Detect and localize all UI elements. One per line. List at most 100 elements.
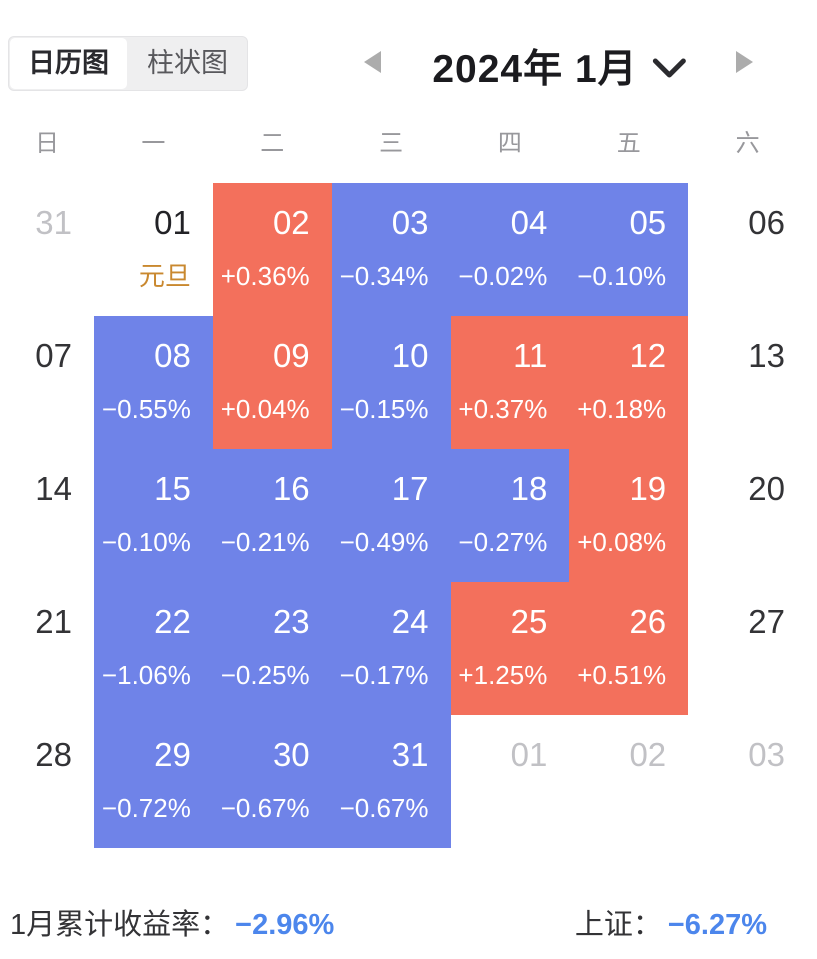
- calendar-cell-15: 15 −0.10%: [94, 449, 213, 582]
- calendar-cell-05: 05 −0.10%: [569, 183, 689, 316]
- calendar-cell-02: 02: [569, 715, 688, 848]
- cell-date: 01: [510, 736, 548, 773]
- cell-return-value: +0.18%: [577, 394, 667, 424]
- cell-date: 22: [154, 603, 191, 640]
- cell-date: 06: [748, 204, 785, 241]
- weekday-header: 日一二三四五六: [0, 129, 807, 159]
- calendar-cell-03: 03 −0.34%: [331, 183, 451, 316]
- calendar-cell-03: 03: [688, 715, 807, 848]
- cell-date: 25: [510, 603, 548, 640]
- cell-return-value: −0.21%: [220, 527, 310, 557]
- cell-empty-value: [0, 660, 94, 691]
- cell-return-value: −0.49%: [339, 527, 429, 557]
- cell-date: 30: [272, 736, 310, 773]
- calendar-cell-31: 31 −0.67%: [331, 715, 451, 848]
- calendar-cell-10: 10 −0.15%: [331, 316, 451, 449]
- cell-date: 02: [629, 736, 667, 773]
- weekday-label: 五: [616, 130, 641, 157]
- month-picker[interactable]: 2024年 1月: [432, 38, 687, 94]
- cell-return-value: −0.34%: [339, 261, 429, 291]
- cell-date: 20: [748, 470, 785, 507]
- weekday-label: 四: [497, 130, 522, 157]
- cell-return-value: −0.55%: [101, 394, 191, 424]
- calendar-cell-08: 08 −0.55%: [94, 316, 213, 449]
- cell-date: 18: [510, 470, 548, 507]
- weekday-label: 三: [379, 130, 404, 157]
- calendar-cell-16: 16 −0.21%: [212, 449, 332, 582]
- calendar-cell-01: 01 元旦: [94, 183, 213, 316]
- cell-empty-value: [451, 793, 570, 824]
- calendar-cell-07: 07: [0, 316, 94, 449]
- cell-date: 07: [35, 337, 72, 374]
- calendar-cell-14: 14: [0, 449, 94, 582]
- calendar-cell-27: 27: [688, 582, 807, 715]
- calendar-cell-13: 13: [688, 316, 807, 449]
- calendar-cell-02: 02 +0.36%: [212, 183, 332, 316]
- calendar-cell-20: 20: [688, 449, 807, 582]
- cell-empty-value: [0, 394, 94, 425]
- calendar-cell-09: 09 +0.04%: [212, 316, 332, 449]
- calendar-cell-04: 04 −0.02%: [450, 183, 570, 316]
- month-return-summary: 1月累计收益率： −2.96%: [10, 901, 334, 943]
- tab-calendar-chart[interactable]: 日历图: [10, 38, 127, 90]
- next-month-button[interactable]: [736, 50, 756, 74]
- weekday-label: 二: [260, 130, 285, 157]
- cell-date: 08: [154, 337, 191, 374]
- calendar-cell-31: 31: [0, 183, 94, 316]
- calendar-grid: 31 01 元旦 02 +0.36% 03 −0.34% 04 −0.02% 05 −0.10% 06…: [0, 183, 807, 848]
- cell-date: 10: [391, 337, 429, 374]
- calendar-cell-12: 12 +0.18%: [569, 316, 689, 449]
- cell-return-value: −0.27%: [458, 527, 548, 557]
- chevron-down-icon: [653, 58, 687, 78]
- tab-bar-chart[interactable]: 柱状图: [147, 48, 228, 78]
- cell-date: 15: [154, 470, 191, 507]
- left-arrow-icon: [364, 51, 381, 73]
- cell-date: 05: [629, 204, 667, 241]
- cell-date: 31: [35, 204, 72, 241]
- cell-date: 29: [154, 736, 191, 773]
- calendar-cell-30: 30 −0.67%: [212, 715, 332, 848]
- cell-return-value: −0.17%: [339, 660, 429, 690]
- cell-date: 14: [35, 470, 72, 507]
- cell-date: 24: [391, 603, 429, 640]
- cell-return-value: −0.72%: [101, 793, 191, 823]
- cell-date: 21: [35, 603, 72, 640]
- cell-empty-value: [0, 793, 94, 824]
- cell-date: 26: [629, 603, 667, 640]
- cell-return-value: −0.67%: [339, 793, 429, 823]
- cell-empty-value: [688, 261, 807, 292]
- cell-date: 17: [391, 470, 429, 507]
- cell-return-value: +0.37%: [458, 394, 548, 424]
- calendar-cell-11: 11 +0.37%: [450, 316, 570, 449]
- cell-date: 16: [272, 470, 310, 507]
- cell-date: 04: [510, 204, 548, 241]
- cell-empty-value: [569, 793, 688, 824]
- calendar-cell-01: 01: [451, 715, 570, 848]
- calendar-cell-29: 29 −0.72%: [94, 715, 213, 848]
- calendar-cell-17: 17 −0.49%: [331, 449, 451, 582]
- month-return-value: −2.96%: [235, 909, 335, 941]
- cell-date: 03: [391, 204, 429, 241]
- cell-date: 31: [391, 736, 429, 773]
- calendar-cell-19: 19 +0.08%: [569, 449, 689, 582]
- month-return-label: 1月累计收益率：: [10, 909, 230, 941]
- cell-empty-value: [688, 660, 807, 691]
- cell-return-value: −0.10%: [577, 261, 667, 291]
- calendar-cell-18: 18 −0.27%: [450, 449, 570, 582]
- cell-empty-value: [688, 394, 807, 425]
- cell-return-value: −0.02%: [458, 261, 548, 291]
- calendar-cell-24: 24 −0.17%: [331, 582, 451, 715]
- calendar-cell-06: 06: [688, 183, 807, 316]
- cell-return-value: +0.08%: [577, 527, 667, 557]
- prev-month-button[interactable]: [364, 50, 384, 74]
- calendar-cell-28: 28: [0, 715, 94, 848]
- calendar-cell-25: 25 +1.25%: [450, 582, 570, 715]
- cell-date: 01: [154, 204, 191, 241]
- calendar-cell-21: 21: [0, 582, 94, 715]
- index-value: −6.27%: [667, 909, 767, 941]
- cell-date: 27: [748, 603, 785, 640]
- cell-empty-value: [0, 527, 94, 558]
- calendar-cell-23: 23 −0.25%: [212, 582, 332, 715]
- index-label: 上证：: [574, 909, 662, 941]
